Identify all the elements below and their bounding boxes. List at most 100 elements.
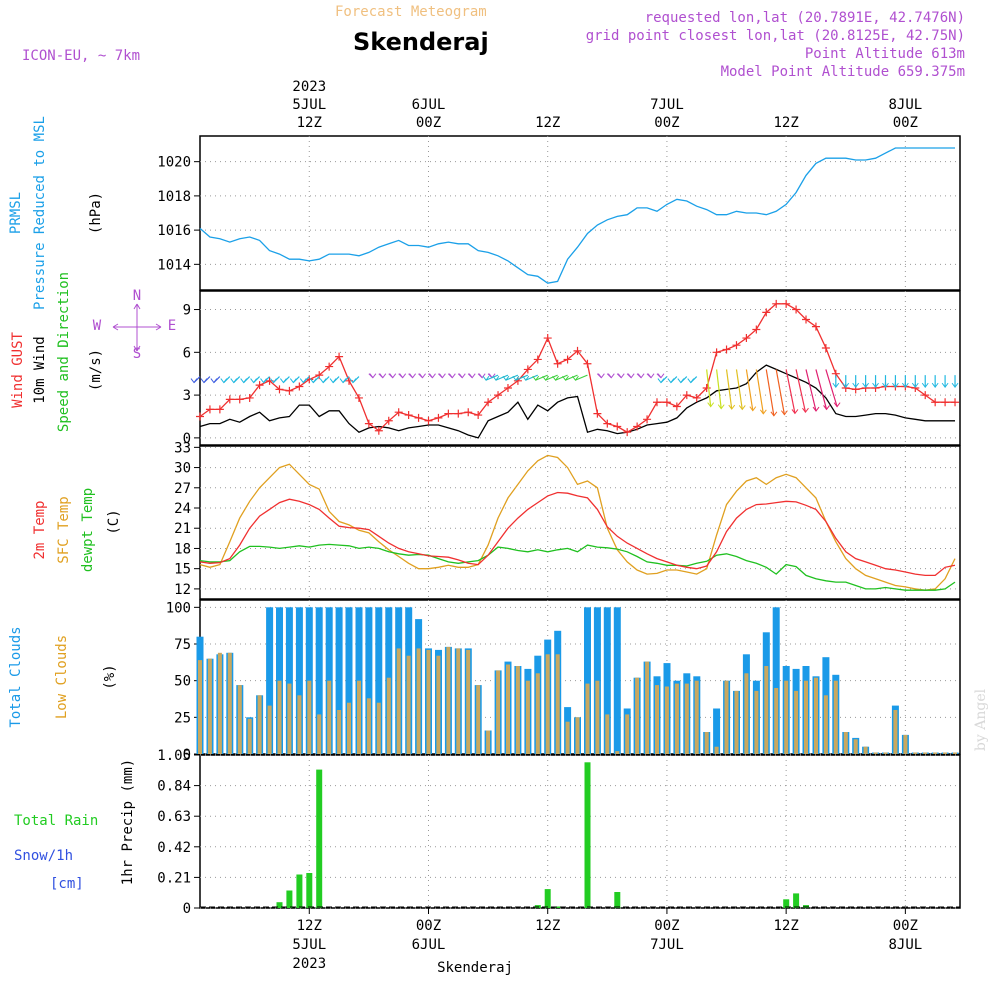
low-cloud-bar bbox=[337, 710, 342, 754]
low-cloud-bar bbox=[645, 661, 650, 754]
panel-frame bbox=[199, 754, 961, 909]
wind-arrowhead bbox=[429, 373, 436, 379]
y-tick-label: 0 bbox=[183, 901, 191, 917]
gust-marker bbox=[712, 348, 721, 357]
gust-marker bbox=[643, 415, 652, 424]
y-tick-label: 9 bbox=[183, 303, 191, 319]
gust-marker bbox=[692, 393, 701, 402]
gust-marker bbox=[235, 395, 244, 404]
low-cloud-bar bbox=[486, 730, 491, 754]
low-cloud-bar bbox=[913, 752, 918, 754]
precip-bar bbox=[276, 902, 283, 908]
wind-arrowhead bbox=[802, 407, 809, 414]
wind-arrowhead bbox=[647, 373, 655, 379]
y-tick-label: 0 bbox=[183, 747, 191, 763]
low-cloud-bar bbox=[774, 688, 779, 754]
precip-bar bbox=[286, 890, 293, 908]
time-label-bottom: 00Z bbox=[416, 918, 441, 934]
y-tick-label: 1016 bbox=[157, 223, 191, 239]
total-cloud-bar bbox=[365, 607, 373, 754]
gust-marker bbox=[364, 419, 373, 428]
low-cloud-bar bbox=[307, 680, 312, 754]
wind-arrowhead bbox=[707, 402, 715, 408]
wind-arrow bbox=[495, 374, 509, 381]
total-cloud-bar bbox=[584, 607, 591, 754]
dewpt-temp-line bbox=[199, 543, 956, 591]
y-tick-label: 1.05 bbox=[157, 748, 191, 764]
wind-arrowhead bbox=[833, 402, 841, 408]
low-cloud-bar bbox=[933, 752, 938, 754]
precip-bar bbox=[793, 893, 800, 908]
gust-marker bbox=[802, 315, 811, 324]
time-label-top: 12Z bbox=[773, 115, 798, 131]
low-cloud-bar bbox=[476, 685, 481, 754]
compass-w: W bbox=[93, 318, 102, 334]
low-cloud-bar bbox=[595, 680, 600, 754]
wind-arrowhead bbox=[448, 373, 456, 379]
y-tick-label: 0 bbox=[183, 431, 191, 447]
low-cloud-bar bbox=[466, 649, 471, 754]
low-cloud-bar bbox=[277, 680, 282, 754]
panel-frame bbox=[199, 135, 961, 291]
time-label-top: 12Z bbox=[535, 115, 560, 131]
wind-arrowhead bbox=[289, 378, 297, 384]
low-cloud-bar bbox=[655, 685, 659, 754]
y-tick-label: 12 bbox=[174, 582, 191, 598]
time-label-bottom: 12Z bbox=[297, 918, 322, 934]
location-title: Skenderaj bbox=[353, 28, 489, 56]
y-tick-label: 50 bbox=[174, 674, 191, 690]
wind-arrowhead bbox=[389, 373, 397, 379]
total-cloud-bar bbox=[266, 607, 274, 754]
gust-marker bbox=[583, 359, 592, 368]
label-precip-mm: 1hr Precip (mm) bbox=[120, 759, 136, 885]
total-cloud-bar bbox=[335, 607, 343, 754]
low-cloud-bar bbox=[227, 652, 232, 754]
low-cloud-bar bbox=[317, 714, 322, 754]
low-cloud-bar bbox=[535, 673, 540, 754]
wind-arrowhead bbox=[230, 378, 238, 384]
total-cloud-bar bbox=[295, 607, 303, 754]
gust-marker bbox=[255, 381, 264, 390]
wind-arrowhead bbox=[852, 382, 860, 388]
wind-arrowhead bbox=[872, 382, 879, 388]
low-cloud-bar bbox=[436, 655, 441, 754]
label-snow: Snow/1h bbox=[14, 848, 73, 864]
wind-arrow bbox=[485, 374, 499, 381]
low-cloud-bar bbox=[814, 677, 818, 754]
time-label-bottom: 6JUL bbox=[412, 937, 446, 953]
low-cloud-bar bbox=[953, 752, 957, 754]
precip-bar bbox=[544, 889, 551, 908]
gust-marker bbox=[225, 395, 234, 404]
wind-arrow bbox=[785, 369, 796, 414]
gust-marker bbox=[335, 352, 344, 361]
wind-arrowhead bbox=[250, 378, 258, 384]
low-cloud-bar bbox=[714, 746, 719, 754]
wind-arrowhead bbox=[309, 378, 317, 384]
low-cloud-bar bbox=[923, 752, 928, 754]
gust-marker bbox=[941, 398, 950, 407]
wind-arrowhead bbox=[240, 378, 248, 384]
wind-arrow bbox=[545, 374, 558, 381]
wind-arrow bbox=[755, 369, 764, 414]
wind-arrowhead bbox=[687, 378, 695, 384]
wind-arrowhead bbox=[812, 406, 820, 412]
low-cloud-bar bbox=[525, 680, 530, 754]
wind-arrowhead bbox=[319, 378, 327, 384]
wind-arrowhead bbox=[749, 406, 757, 412]
compass-rose bbox=[112, 303, 162, 352]
total-cloud-bar bbox=[305, 607, 313, 754]
gust-marker bbox=[633, 422, 642, 431]
gust-marker bbox=[603, 419, 612, 428]
compass-s: S bbox=[133, 346, 141, 362]
low-cloud-bar bbox=[804, 680, 808, 754]
precip-bar bbox=[316, 769, 323, 908]
low-cloud-bar bbox=[496, 670, 501, 754]
panel-frame bbox=[199, 445, 961, 600]
gridpoint-coords: grid point closest lon,lat (20.8125E, 42… bbox=[586, 28, 965, 44]
low-cloud-bar bbox=[883, 752, 888, 754]
gust-marker bbox=[533, 355, 542, 364]
wind-arrowhead bbox=[717, 404, 725, 410]
total-cloud-bar bbox=[603, 607, 611, 754]
wind-arrowhead bbox=[512, 375, 520, 381]
time-label-top: 8JUL bbox=[889, 97, 923, 113]
